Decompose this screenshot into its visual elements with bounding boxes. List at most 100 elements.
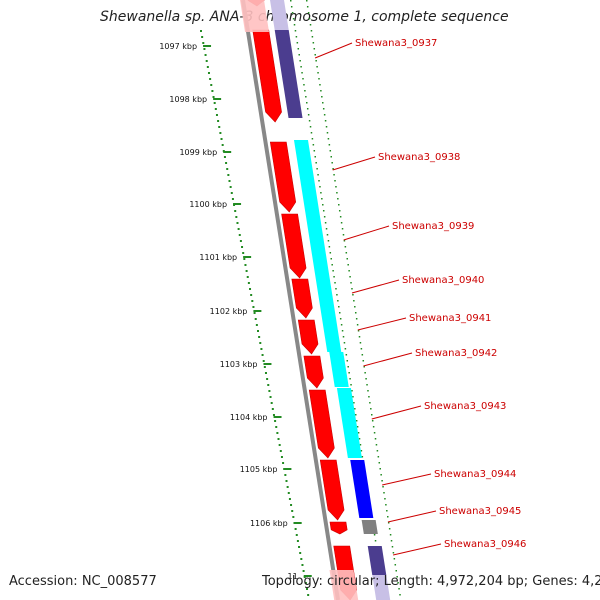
ruler-dot bbox=[274, 420, 277, 422]
track-dot bbox=[374, 540, 377, 542]
ruler-dot bbox=[275, 426, 278, 428]
gene-label: Shewana3_0944 bbox=[434, 469, 516, 480]
track-dot bbox=[318, 180, 320, 182]
track-dot bbox=[299, 60, 301, 62]
ruler-dot bbox=[202, 42, 205, 44]
ruler-dot bbox=[306, 588, 309, 590]
gene-label: Shewana3_0937 bbox=[355, 38, 437, 49]
gene-label-leader bbox=[363, 352, 413, 367]
track-dot bbox=[297, 48, 300, 50]
gene-arrow bbox=[329, 521, 348, 535]
ruler-tick-label: 1097 kbp bbox=[159, 42, 197, 51]
track-dot bbox=[391, 546, 394, 548]
ruler-dot bbox=[228, 180, 231, 182]
ruler-dot bbox=[295, 534, 298, 536]
ruler-dot bbox=[245, 270, 248, 272]
track-dot bbox=[319, 186, 321, 188]
track-dot bbox=[340, 324, 343, 326]
track-dot bbox=[322, 102, 324, 104]
ruler-dot bbox=[204, 54, 207, 56]
gene-label-leader bbox=[371, 405, 422, 420]
track-dot bbox=[345, 354, 348, 356]
track-dot bbox=[331, 162, 333, 164]
track-dot bbox=[329, 150, 332, 152]
track-dot bbox=[316, 168, 318, 170]
track-dot bbox=[326, 132, 329, 134]
track-dot bbox=[353, 300, 355, 302]
ruler-dot bbox=[213, 102, 216, 104]
gene-arrow bbox=[291, 278, 313, 319]
track-dot bbox=[314, 156, 316, 158]
track-dot bbox=[382, 486, 384, 488]
track-dot bbox=[303, 84, 305, 86]
track-dot bbox=[290, 6, 293, 8]
ruler-dot bbox=[200, 30, 202, 32]
track-dot bbox=[295, 36, 298, 38]
gene-label: Shewana3_0943 bbox=[424, 401, 506, 412]
gene-arrow bbox=[308, 389, 335, 459]
track-dot bbox=[320, 192, 322, 194]
track-dot bbox=[332, 270, 334, 272]
ruler-dot bbox=[291, 510, 294, 512]
cds-block bbox=[293, 140, 342, 352]
track-dot bbox=[330, 156, 332, 158]
ruler-dot bbox=[242, 252, 245, 254]
track-dot bbox=[309, 24, 312, 26]
ruler-dot bbox=[250, 294, 253, 296]
track-dot bbox=[342, 336, 345, 338]
track-dot bbox=[326, 234, 329, 236]
track-dot bbox=[327, 138, 330, 140]
ruler-track bbox=[200, 30, 310, 596]
chromosome-backbone bbox=[241, 0, 340, 600]
gene-label: Shewana3_0941 bbox=[409, 313, 491, 324]
ruler-tick-label: 1101 kbp bbox=[199, 253, 237, 262]
ruler-dot bbox=[280, 456, 283, 458]
track-dot bbox=[396, 576, 398, 578]
ruler-tick-label: 1098 kbp bbox=[169, 95, 207, 104]
track-dot bbox=[395, 570, 397, 572]
ruler-dot bbox=[209, 78, 212, 80]
ruler-dot bbox=[264, 372, 267, 374]
cds-block bbox=[329, 352, 349, 387]
track-dot bbox=[372, 426, 375, 428]
track-dot bbox=[305, 96, 307, 98]
track-dot bbox=[357, 330, 360, 332]
track-dot bbox=[352, 396, 354, 398]
track-dot bbox=[296, 42, 299, 44]
ruler-dot bbox=[237, 228, 240, 230]
track-dot bbox=[389, 534, 392, 536]
ruler-tick-label: 11 bbox=[288, 572, 298, 581]
ruler-dot bbox=[286, 486, 289, 488]
ruler-dot bbox=[212, 96, 215, 98]
track-dot bbox=[361, 456, 364, 458]
track-dot bbox=[357, 432, 360, 434]
track-dot bbox=[317, 174, 319, 176]
gene-arrow bbox=[319, 459, 345, 521]
track-dot bbox=[328, 246, 331, 248]
track-dot bbox=[354, 414, 357, 416]
ruler-tick-label: 1102 kbp bbox=[210, 307, 248, 316]
track-dot bbox=[350, 282, 352, 284]
track-dot bbox=[351, 288, 353, 290]
ruler-dot bbox=[299, 552, 302, 554]
track-dot bbox=[361, 354, 364, 356]
track-dot bbox=[365, 378, 367, 380]
ruler-dot bbox=[255, 324, 258, 326]
track-dot bbox=[329, 252, 332, 254]
track-dot bbox=[315, 162, 317, 164]
ruler-dot bbox=[298, 546, 301, 548]
track-dot bbox=[355, 420, 358, 422]
ruler-dot bbox=[230, 192, 233, 194]
track-dot bbox=[325, 228, 328, 230]
gene-arrow-partial bbox=[240, 0, 270, 32]
ruler-dot bbox=[272, 414, 275, 416]
track-dot bbox=[322, 108, 325, 110]
ruler-dot bbox=[239, 240, 242, 242]
track-dot bbox=[292, 18, 295, 20]
ruler-dot bbox=[211, 90, 214, 92]
track-dot bbox=[317, 72, 319, 74]
track-dot bbox=[385, 504, 387, 506]
track-dot bbox=[322, 210, 325, 212]
ruler-dot bbox=[206, 66, 209, 68]
